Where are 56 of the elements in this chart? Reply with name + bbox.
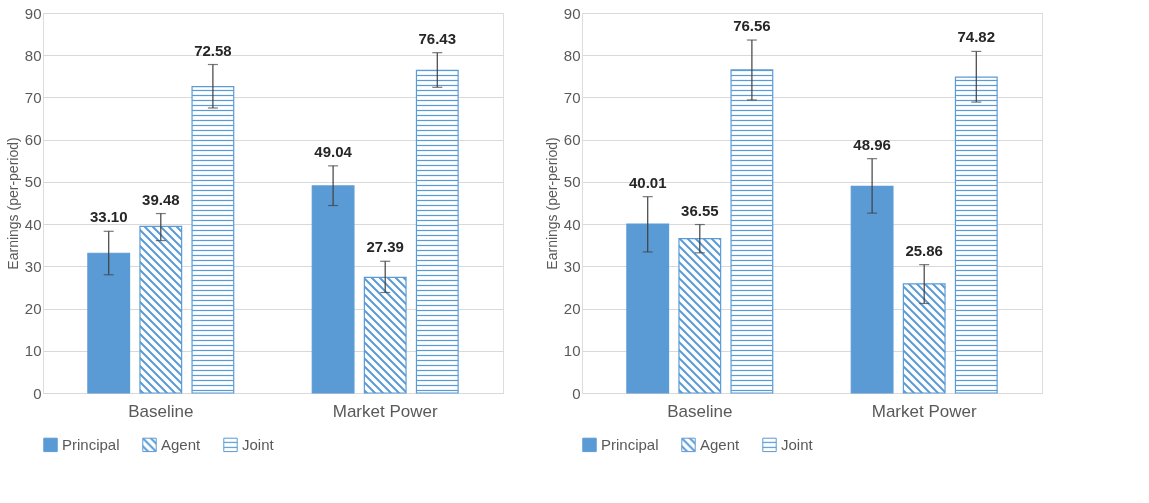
y-tick-label: 0 — [572, 384, 581, 402]
y-tick-label: 30 — [563, 257, 581, 275]
data-label: 48.96 — [853, 135, 891, 153]
y-axis-title: Earnings (per-period) — [543, 137, 560, 270]
bar — [415, 69, 459, 394]
y-tick-label: 0 — [33, 384, 42, 402]
bar — [311, 185, 355, 394]
data-label: 25.86 — [905, 241, 943, 259]
y-tick-label: 40 — [24, 215, 42, 233]
bar — [850, 185, 894, 394]
bar — [730, 69, 774, 394]
legend-label: Joint — [242, 435, 275, 453]
data-label: 40.01 — [628, 173, 667, 191]
bar — [626, 223, 670, 394]
y-tick-label: 20 — [24, 300, 42, 318]
y-tick-label: 10 — [24, 342, 42, 360]
data-label: 49.04 — [314, 142, 353, 160]
x-tick-label: Market Power — [871, 401, 977, 421]
data-label: 76.56 — [733, 17, 771, 35]
y-tick-label: 90 — [24, 4, 42, 22]
y-tick-label: 80 — [563, 46, 581, 64]
y-tick-label: 40 — [563, 215, 581, 233]
legend-label: Principal — [62, 435, 120, 453]
data-label: 72.58 — [194, 41, 232, 59]
y-axis-title: Earnings (per-period) — [4, 137, 21, 270]
bar — [87, 252, 131, 394]
y-tick-label: 10 — [563, 342, 581, 360]
bar — [902, 283, 946, 394]
y-tick-label: 90 — [563, 4, 581, 22]
legend-label: Agent — [700, 435, 741, 453]
x-tick-label: Market Power — [332, 401, 438, 421]
x-tick-label: Baseline — [667, 401, 733, 421]
data-label: 39.48 — [142, 190, 180, 208]
x-tick-label: Baseline — [128, 401, 194, 421]
bar — [139, 225, 183, 394]
y-tick-label: 30 — [24, 257, 42, 275]
y-tick-label: 60 — [563, 131, 581, 149]
y-tick-label: 50 — [24, 173, 42, 191]
bar — [678, 238, 722, 394]
data-label: 27.39 — [366, 238, 404, 256]
data-label: 36.55 — [681, 201, 719, 219]
data-label: 33.10 — [89, 208, 128, 226]
data-label: 74.82 — [957, 28, 996, 46]
bar — [954, 76, 998, 394]
legend-label: Agent — [161, 435, 202, 453]
y-tick-label: 20 — [563, 300, 581, 318]
y-tick-label: 70 — [563, 88, 581, 106]
y-tick-label: 50 — [563, 173, 581, 191]
y-tick-label: 80 — [24, 46, 42, 64]
bar — [363, 276, 407, 394]
y-tick-label: 70 — [24, 88, 42, 106]
data-label: 76.43 — [418, 29, 457, 47]
legend-label: Joint — [781, 435, 814, 453]
bar — [191, 85, 235, 394]
y-tick-label: 60 — [24, 131, 42, 149]
legend-label: Principal — [601, 435, 659, 453]
